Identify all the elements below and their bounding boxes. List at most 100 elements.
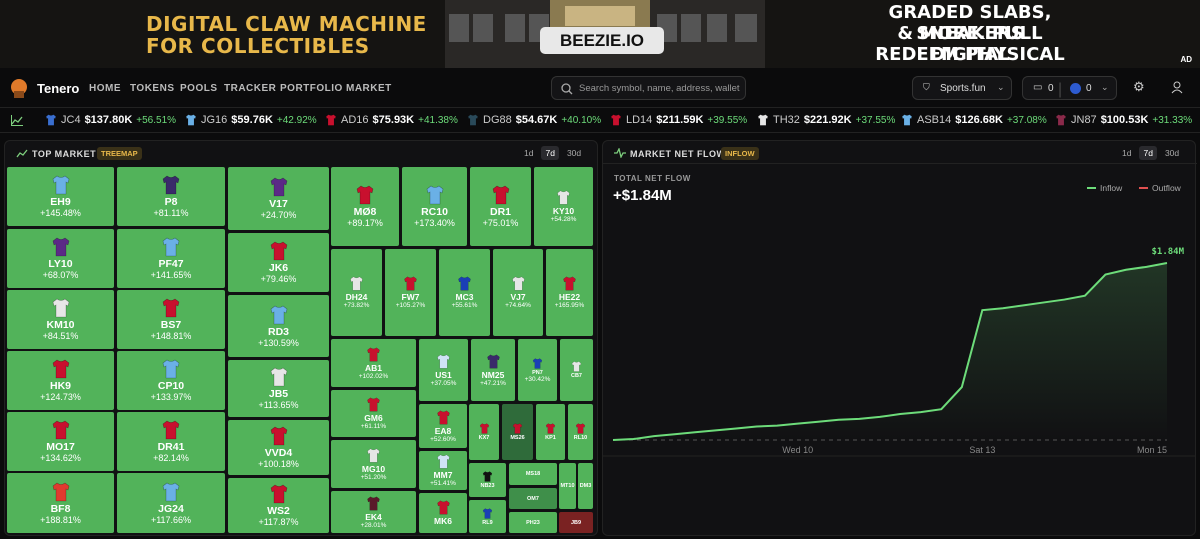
nav-link[interactable]: PORTFOLIO <box>280 83 343 94</box>
treemap-tile[interactable]: KP1 <box>536 404 565 460</box>
jersey-icon <box>52 298 69 318</box>
timeframe-button[interactable]: 30d <box>1164 148 1180 158</box>
treemap-tile[interactable]: US1 +37.05% <box>419 339 468 401</box>
treemap-tile[interactable]: NB23 <box>469 463 506 497</box>
settings-icon[interactable]: ⚙ <box>1133 79 1145 94</box>
ticker-price: $59.76K <box>231 114 273 126</box>
jersey-icon <box>404 276 417 291</box>
ticker-change: +41.38% <box>418 114 458 126</box>
jersey-icon <box>367 346 380 361</box>
network-select[interactable]: ⛉ Sports.fun ⌄ <box>912 76 1012 100</box>
treemap-tile[interactable]: WS2 +117.87% <box>228 478 329 533</box>
treemap-tile[interactable]: KX7 <box>469 404 499 460</box>
tile-label: US1 <box>435 369 452 380</box>
ticker-item[interactable]: TH32 $221.92K +37.55% <box>757 114 895 126</box>
treemap-tile[interactable]: BF8 +188.81% <box>7 473 114 533</box>
treemap-tile[interactable]: VJ7 +74.64% <box>493 249 543 336</box>
treemap-tile[interactable]: EA8 +52.60% <box>419 404 467 448</box>
user-icon[interactable] <box>1171 81 1183 94</box>
treemap-tile[interactable]: AB1 +102.02% <box>331 339 416 387</box>
treemap-tile[interactable]: CP10 +133.97% <box>117 351 225 410</box>
treemap-tile[interactable]: RL10 <box>568 404 593 460</box>
ticker-item[interactable]: DG88 $54.67K +40.10% <box>467 114 601 126</box>
treemap-tile[interactable]: VVD4 +100.18% <box>228 420 329 475</box>
jersey-icon <box>367 447 380 462</box>
ticker-price: $221.92K <box>803 114 852 126</box>
treemap-tile[interactable]: JB5 +113.65% <box>228 360 329 417</box>
treemap-tile[interactable]: NM25 +47.21% <box>471 339 515 401</box>
nav-link[interactable]: TRACKER <box>224 83 277 94</box>
treemap-tile[interactable]: PH23 <box>509 512 557 533</box>
nav-link[interactable]: MARKET <box>346 83 392 94</box>
tile-label: MO17 <box>46 441 75 453</box>
ad-banner[interactable]: DIGITAL CLAW MACHINE FOR COLLECTIBLES BE… <box>0 0 1200 68</box>
treemap-tile[interactable]: MØ8 +89.17% <box>331 167 399 246</box>
tile-label: PF47 <box>158 258 184 270</box>
treemap-tile[interactable]: BS7 +148.81% <box>117 290 225 349</box>
treemap-tile[interactable]: PF47 +141.65% <box>117 229 225 288</box>
treemap-tile[interactable]: DM3 <box>578 463 593 509</box>
treemap-tile[interactable]: MS18 <box>509 463 557 485</box>
treemap-tile[interactable]: V17 +24.70% <box>228 167 329 230</box>
timeframe-button[interactable]: 7d <box>541 146 559 160</box>
ticker-price: $126.68K <box>955 114 1003 126</box>
treemap-tile[interactable]: DR41 +82.14% <box>117 412 225 471</box>
ticker-price: $211.59K <box>656 114 704 126</box>
tile-label: GM6 <box>364 413 383 423</box>
treemap-tile[interactable]: RL9 <box>469 500 506 533</box>
treemap-tile[interactable]: GM6 +61.11% <box>331 390 416 437</box>
nav-link[interactable]: TOKENS <box>130 83 175 94</box>
treemap-tile[interactable]: MT10 <box>559 463 576 509</box>
tile-label: CB7 <box>570 373 582 379</box>
ticker-item[interactable]: JG16 $59.76K +42.92% <box>185 114 317 126</box>
treemap-tile[interactable]: JB9 <box>559 512 593 533</box>
treemap-tile[interactable]: RD3 +130.59% <box>228 295 329 357</box>
logo-text[interactable]: Tenero <box>37 81 80 96</box>
treemap-tile[interactable]: FW7 +105.27% <box>385 249 436 336</box>
treemap-tile[interactable]: MS26 <box>502 404 533 460</box>
ticker-item[interactable]: AD16 $75.93K +41.38% <box>325 114 458 126</box>
treemap-tile[interactable]: KM10 +84.51% <box>7 290 114 349</box>
nav-link[interactable]: POOLS <box>180 83 218 94</box>
treemap-tile[interactable]: MK6 <box>419 493 467 533</box>
ticker-item[interactable]: JN87 $100.53K +31.33% <box>1055 114 1192 126</box>
treemap-tile[interactable]: HK9 +124.73% <box>7 351 114 410</box>
treemap-tile[interactable]: OM7 <box>509 488 557 509</box>
timeframe-button[interactable]: 30d <box>566 148 582 158</box>
jersey-icon <box>52 175 69 195</box>
treemap-tile[interactable]: DR1 +75.01% <box>470 167 531 246</box>
jersey-shape <box>52 420 69 440</box>
timeframe-button[interactable]: 7d <box>1139 146 1157 160</box>
ticker-item[interactable]: LD14 $211.59K +39.55% <box>610 114 747 126</box>
treemap-tile[interactable]: MO17 +134.62% <box>7 412 114 471</box>
treemap-tile[interactable]: P8 +81.11% <box>117 167 225 226</box>
treemap-tile[interactable]: EH9 +145.48% <box>7 167 114 226</box>
jersey-shape <box>162 359 180 379</box>
treemap-tile[interactable]: DH24 +73.82% <box>331 249 382 336</box>
ticker-item[interactable]: JC4 $137.80K +56.51% <box>45 114 176 126</box>
treemap-tile[interactable]: HE22 +165.95% <box>546 249 593 336</box>
treemap-tile[interactable]: JK6 +79.46% <box>228 233 329 292</box>
treemap-tile[interactable]: KY10 +54.28% <box>534 167 593 246</box>
treemap-tile[interactable]: MC3 +55.61% <box>439 249 490 336</box>
tile-change: +55.61% <box>451 302 478 309</box>
treemap-tile[interactable]: CB7 <box>560 339 593 401</box>
timeframe-button[interactable]: 1d <box>524 148 534 158</box>
treemap-tile[interactable]: PN7 +30.42% <box>518 339 557 401</box>
ticker-bar: JC4 $137.80K +56.51% JG16 $59.76K +42.92% AD16… <box>0 108 1200 133</box>
timeframe-button[interactable]: 1d <box>1122 148 1132 158</box>
wallet-button[interactable]: ▭ 0 | 0 ⌄ <box>1022 76 1117 100</box>
treemap-tile[interactable]: RC10 +173.40% <box>402 167 467 246</box>
ticker-item[interactable]: ASB14 $126.68K +37.08% <box>901 114 1047 126</box>
treemap-tile[interactable]: JG24 +117.66% <box>117 473 225 533</box>
treemap-tile[interactable]: MM7 +51.41% <box>419 451 467 490</box>
treemap-tile[interactable]: EK4 +28.01% <box>331 491 416 533</box>
tile-label: KY10 <box>552 206 575 216</box>
treemap-tile[interactable]: MG10 +51.20% <box>331 440 416 488</box>
search-box[interactable]: Search symbol, name, address, wallet <box>551 76 746 100</box>
treemap-tile[interactable]: LY10 +68.07% <box>7 229 114 288</box>
tile-label: NM25 <box>481 369 505 380</box>
jersey-shape <box>52 298 69 318</box>
nav-link[interactable]: HOME <box>89 83 121 94</box>
jersey-shape <box>270 367 287 387</box>
